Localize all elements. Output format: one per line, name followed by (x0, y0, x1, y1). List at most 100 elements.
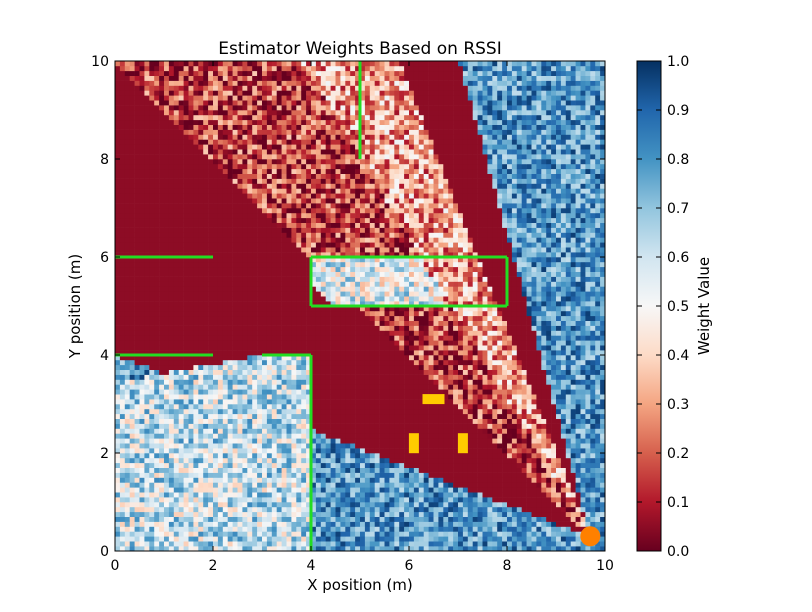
heatmap-cell (144, 541, 150, 547)
heatmap-cell (458, 374, 464, 380)
heatmap-cell (521, 399, 527, 405)
heatmap-cell (379, 526, 385, 532)
heatmap-cell (546, 457, 552, 464)
heatmap-cell (183, 428, 189, 434)
heatmap-cell (115, 428, 121, 434)
heatmap-cell (438, 448, 444, 454)
heatmap-cell (188, 521, 194, 527)
heatmap-cell (546, 467, 552, 473)
heatmap-cell (590, 462, 596, 468)
heatmap-cell (262, 546, 268, 551)
heatmap-cell (124, 399, 130, 405)
heatmap-cell (575, 497, 581, 503)
heatmap-cell (222, 369, 228, 375)
heatmap-cell (492, 418, 498, 424)
heatmap-cell (433, 335, 439, 341)
heatmap-cell (541, 325, 547, 331)
heatmap-cell (560, 418, 567, 424)
heatmap-cell (492, 443, 498, 449)
heatmap-cell (443, 457, 449, 464)
heatmap-cell (458, 467, 464, 473)
heatmap-cell (139, 462, 145, 468)
heatmap-cell (208, 418, 214, 424)
heatmap-cell (516, 418, 522, 424)
heatmap-cell (433, 389, 439, 395)
heatmap-cell (296, 306, 302, 312)
heatmap-cell (271, 413, 277, 419)
heatmap-cell (492, 497, 498, 503)
heatmap-cell (227, 443, 233, 449)
heatmap-cell (575, 482, 581, 488)
heatmap-cell (266, 345, 273, 351)
heatmap-cell (472, 306, 478, 312)
heatmap-cell (144, 433, 150, 439)
heatmap-cell (139, 325, 145, 331)
heatmap-cell (311, 502, 317, 508)
heatmap-cell (556, 511, 562, 517)
heatmap-cell (423, 433, 429, 439)
heatmap-cell (364, 531, 371, 537)
heatmap-cell (526, 350, 532, 356)
heatmap-cell (497, 521, 503, 527)
heatmap-cell (570, 462, 576, 468)
heatmap-cell (389, 506, 395, 513)
heatmap-cell (590, 325, 596, 331)
heatmap-cell (423, 408, 429, 415)
heatmap-cell (178, 546, 184, 551)
heatmap-cell (418, 345, 424, 351)
heatmap-cell (296, 531, 302, 537)
heatmap-cell (389, 438, 395, 444)
heatmap-cell (541, 453, 547, 459)
heatmap-cell (531, 350, 537, 356)
heatmap-cell (217, 379, 224, 385)
heatmap-cell (438, 345, 444, 351)
heatmap-cell (271, 536, 277, 542)
heatmap-cell (565, 404, 571, 410)
heatmap-cell (384, 413, 390, 419)
heatmap-cell (423, 335, 429, 341)
heatmap-cell (516, 315, 522, 321)
heatmap-cell (428, 531, 434, 537)
heatmap-cell (433, 364, 439, 370)
heatmap-cell (580, 306, 586, 312)
heatmap-cell (585, 315, 591, 321)
heatmap-cell (374, 399, 380, 405)
heatmap-cell (350, 506, 356, 513)
heatmap-cell (213, 531, 219, 537)
heatmap-cell (237, 497, 243, 503)
heatmap-cell (271, 448, 277, 454)
heatmap-cell (379, 389, 385, 395)
heatmap-cell (276, 325, 282, 331)
heatmap-cell (262, 448, 268, 454)
heatmap-cell (482, 350, 488, 356)
heatmap-cell (575, 531, 581, 537)
heatmap-cell (443, 526, 449, 532)
heatmap-cell (296, 511, 302, 517)
heatmap-cell (404, 526, 410, 532)
heatmap-cell (355, 477, 361, 483)
heatmap-cell (276, 546, 282, 551)
heatmap-cell (428, 472, 434, 478)
heatmap-cell (453, 497, 459, 503)
heatmap-cell (531, 438, 537, 444)
heatmap-cell (487, 306, 493, 312)
heatmap-cell (418, 516, 424, 522)
heatmap-cell (325, 418, 331, 424)
heatmap-cell (242, 369, 248, 375)
heatmap-cell (443, 394, 449, 400)
heatmap-cell (154, 497, 160, 503)
heatmap-cell (394, 355, 400, 361)
heatmap-cell (507, 497, 513, 503)
heatmap-cell (115, 526, 121, 532)
heatmap-cell (428, 345, 434, 351)
heatmap-cell (320, 399, 326, 405)
heatmap-cell (462, 345, 469, 351)
heatmap-cell (168, 487, 175, 493)
heatmap-cell (306, 310, 312, 317)
heatmap-cell (193, 418, 199, 424)
heatmap-cell (364, 330, 371, 336)
heatmap-cell (570, 359, 576, 366)
heatmap-cell (227, 418, 233, 424)
heatmap-cell (198, 374, 204, 380)
heatmap-cell (575, 408, 581, 415)
